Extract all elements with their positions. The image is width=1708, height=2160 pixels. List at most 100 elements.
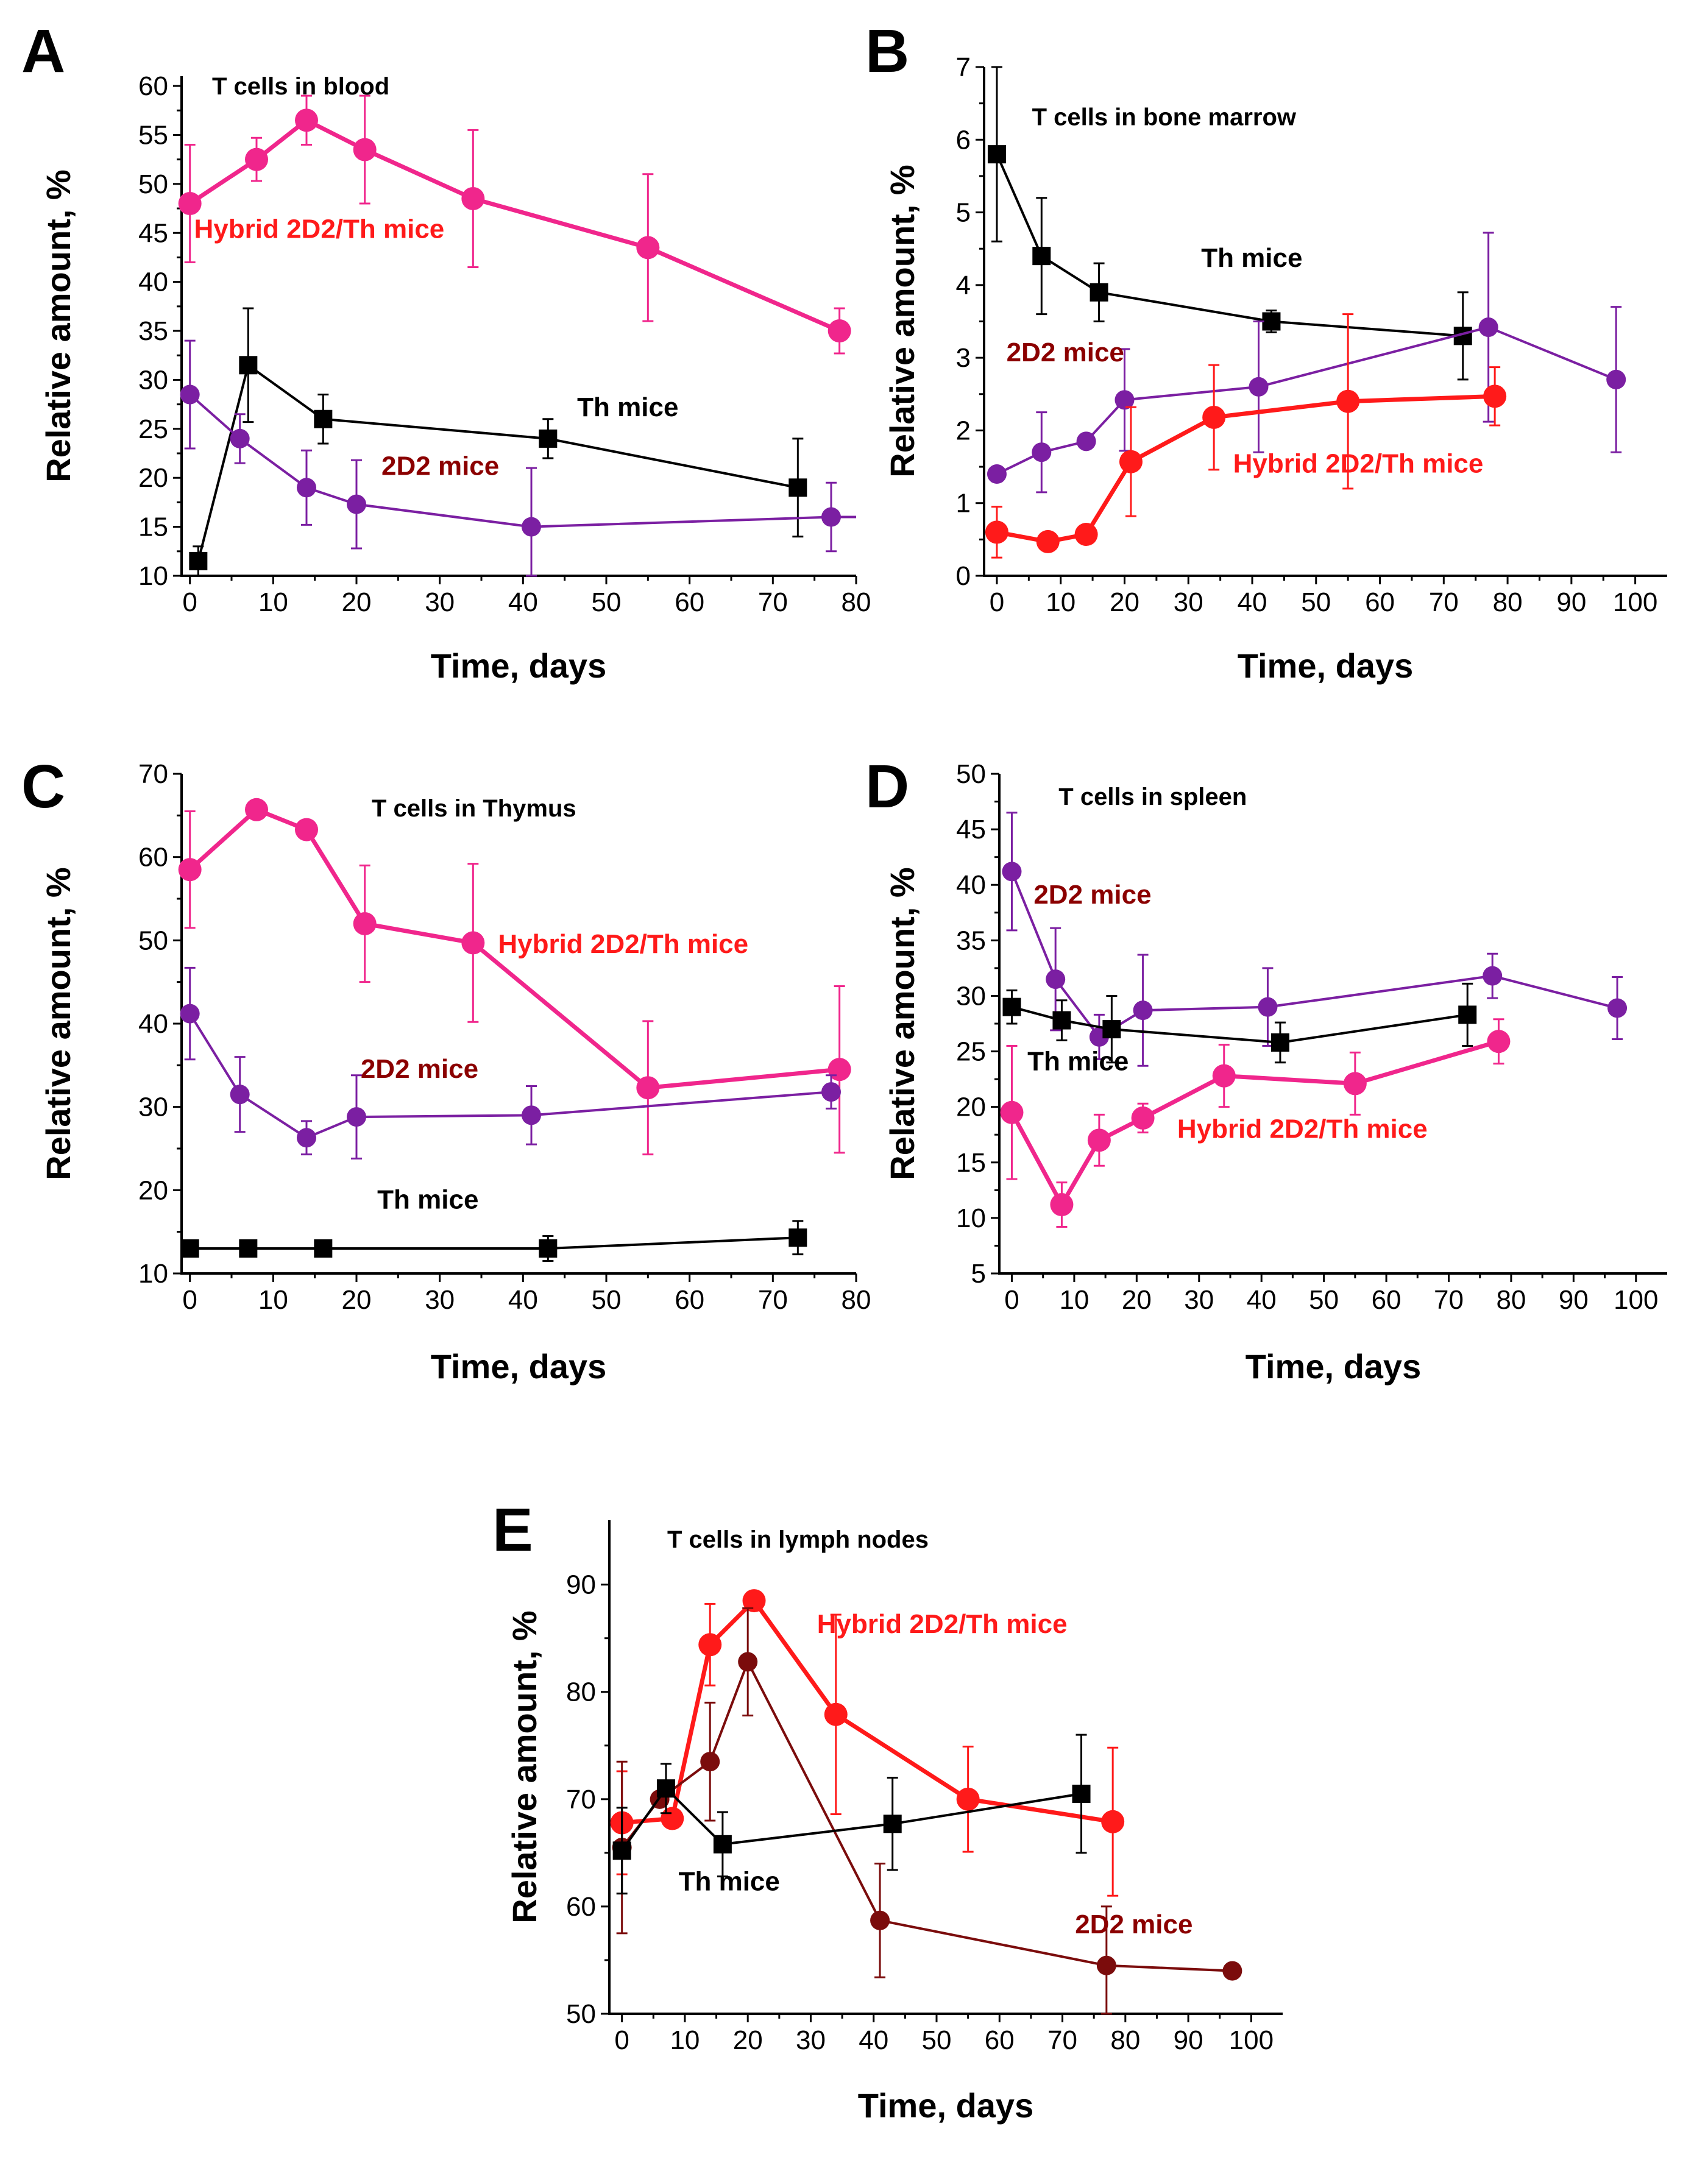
data-point [245, 147, 268, 171]
data-point [297, 478, 316, 498]
y-tick-label: 25 [138, 414, 168, 444]
x-tick-label: 10 [1046, 587, 1075, 617]
data-point [1131, 1106, 1155, 1130]
x-tick-label: 80 [842, 1285, 871, 1315]
data-point [788, 1228, 807, 1247]
data-point [661, 1807, 684, 1830]
data-point [295, 108, 318, 132]
data-point [1090, 283, 1108, 302]
panel-letter: A [21, 17, 65, 85]
data-point [522, 1105, 541, 1125]
series-th-mice [612, 1733, 1091, 1895]
series-2d2-mice [180, 339, 856, 577]
series-label: Hybrid 2D2/Th mice [1233, 449, 1484, 479]
data-point [636, 1076, 660, 1100]
data-point [738, 1652, 758, 1672]
y-tick-label: 50 [138, 926, 168, 955]
x-tick-label: 50 [1309, 1285, 1339, 1315]
x-tick-label: 70 [1047, 2025, 1077, 2055]
data-point [788, 478, 807, 497]
data-point [612, 1841, 631, 1860]
x-tick-label: 70 [1434, 1285, 1464, 1315]
series-label: Hybrid 2D2/Th mice [498, 929, 748, 959]
y-tick-label: 70 [566, 1785, 596, 1815]
x-axis-title: Time, days [1246, 1347, 1421, 1386]
x-tick-label: 70 [758, 1285, 788, 1315]
data-point [1483, 966, 1503, 986]
panel-d: D 0 10 20 30 40 50 60 70 80 90 100 5 10 15 20 25 30 35 40 45… [865, 752, 1667, 1386]
data-point [1002, 997, 1021, 1016]
y-tick-label: 20 [956, 1092, 986, 1122]
x-tick-label: 0 [990, 587, 1004, 617]
series-label: Th mice [377, 1184, 478, 1214]
data-point [178, 858, 202, 882]
x-tick-label: 10 [1059, 1285, 1089, 1315]
data-point [1076, 431, 1096, 451]
data-point [1249, 377, 1269, 397]
x-tick-label: 90 [1174, 2025, 1203, 2055]
data-point [1133, 1000, 1153, 1021]
data-point [239, 356, 258, 375]
data-point [1458, 1005, 1477, 1024]
data-point [180, 384, 200, 405]
y-tick-label: 3 [956, 343, 971, 373]
series-th-mice [180, 1220, 807, 1262]
data-point [883, 1815, 902, 1833]
series-hybrid-2d2-th-mice [178, 798, 851, 1156]
y-tick-label: 90 [566, 1570, 596, 1600]
series-2d2-mice [180, 966, 841, 1160]
series-hybrid-2d2-th-mice [178, 94, 851, 355]
x-tick-label: 0 [182, 587, 197, 617]
data-point [698, 1633, 722, 1657]
y-tick-label: 25 [956, 1037, 986, 1067]
series-label: Th mice [577, 392, 678, 422]
data-point [189, 551, 208, 570]
y-tick-label: 20 [138, 463, 168, 493]
y-tick-label: 60 [566, 1892, 596, 1922]
series-label: Th mice [1027, 1047, 1129, 1077]
x-tick-label: 40 [508, 587, 538, 617]
y-tick-label: 20 [138, 1175, 168, 1205]
x-tick-label: 30 [1174, 587, 1203, 617]
data-point [1607, 998, 1628, 1018]
x-tick-label: 0 [182, 1285, 197, 1315]
series-2d2-mice [1002, 812, 1628, 1067]
y-tick-label: 15 [956, 1148, 986, 1178]
data-point [1101, 1810, 1125, 1833]
data-point [1119, 450, 1143, 473]
y-axis-title: Relative amount, % [883, 165, 921, 477]
series-label: Hybrid 2D2/Th mice [817, 1609, 1068, 1639]
data-point [239, 1239, 258, 1258]
series-line [621, 1787, 1082, 1852]
data-point [1074, 523, 1098, 547]
x-tick-label: 80 [842, 587, 871, 617]
y-tick-label: 50 [956, 759, 986, 789]
x-tick-label: 80 [1496, 1285, 1526, 1315]
data-point [230, 428, 250, 448]
x-axis-title: Time, days [1238, 646, 1413, 685]
data-point [347, 494, 366, 514]
x-tick-label: 20 [342, 587, 372, 617]
data-point [1270, 1033, 1289, 1052]
data-point [1002, 862, 1022, 882]
data-point [1102, 1020, 1121, 1039]
data-point [1478, 317, 1498, 338]
data-point [539, 429, 558, 448]
x-tick-label: 100 [1613, 587, 1657, 617]
x-tick-label: 0 [614, 2025, 629, 2055]
series-th-mice [987, 66, 1472, 381]
y-tick-label: 5 [956, 198, 971, 228]
y-tick-label: 35 [956, 926, 986, 955]
panel-c: C 0 10 20 30 40 50 60 70 80 10 20 30 40 50 60 70 Time, da… [21, 752, 871, 1386]
data-point [870, 1910, 890, 1930]
data-point [1000, 1100, 1024, 1124]
y-tick-label: 70 [138, 759, 168, 789]
data-point [353, 912, 377, 935]
x-tick-label: 80 [1493, 587, 1523, 617]
y-tick-label: 40 [956, 870, 986, 900]
data-point [742, 1589, 766, 1613]
y-tick-label: 4 [956, 271, 971, 300]
y-tick-label: 5 [971, 1259, 986, 1289]
y-axis-title: Relative amount, % [39, 867, 77, 1180]
y-tick-label: 7 [956, 52, 971, 82]
